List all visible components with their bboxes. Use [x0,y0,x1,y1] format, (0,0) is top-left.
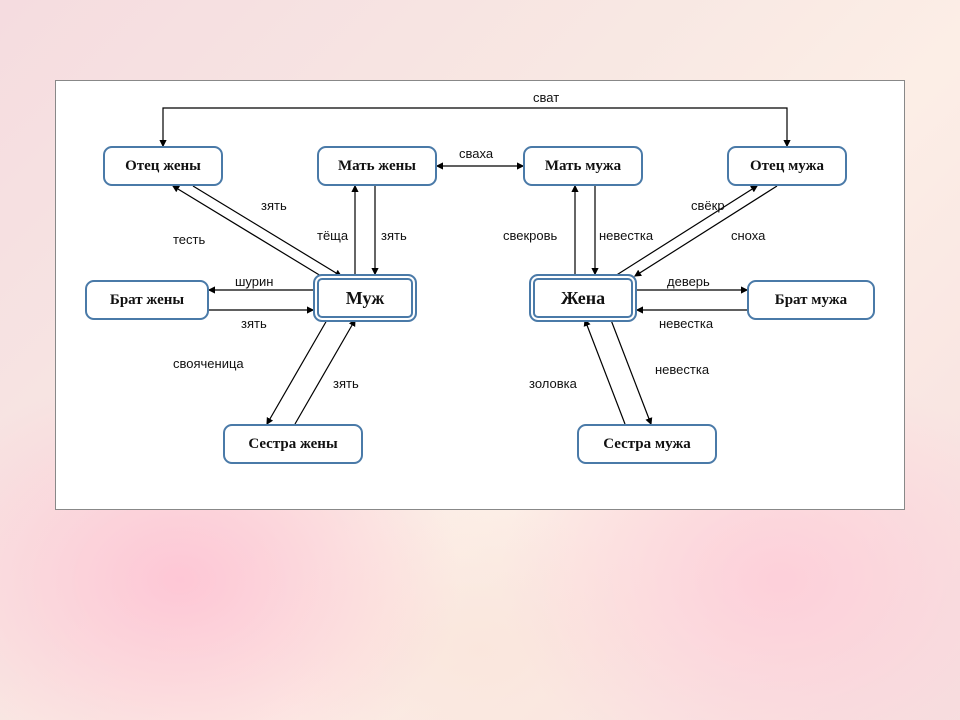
edge-nevestka_sh [611,320,651,424]
node-father_husb: Отец мужа [727,146,847,186]
edge-label-nevestka_mm: невестка [599,228,653,243]
edge-label-snokha: сноха [731,228,765,243]
node-sister_husb: Сестра мужа [577,424,717,464]
node-label: Муж [346,288,385,309]
edge-label-nevestka_sh: невестка [655,362,709,377]
node-label: Брат мужа [775,292,847,309]
edge-label-zyat_bw: зять [241,316,267,331]
node-father_wife: Отец жены [103,146,223,186]
node-label: Сестра жены [248,436,337,453]
edge-label-shurin: шурин [235,274,273,289]
node-sister_wife: Сестра жены [223,424,363,464]
diagram-panel: { "type": "network", "panel": { "x": 55,… [55,80,905,510]
node-label: Брат жены [110,292,184,309]
node-label: Мать жены [338,158,416,175]
edge-label-nevestka_bh: невестка [659,316,713,331]
node-mother_wife: Мать жены [317,146,437,186]
edge-label-zyat_mw: зять [381,228,407,243]
edge-zyat_sw [295,320,355,424]
node-mother_husb: Мать мужа [523,146,643,186]
node-husband: Муж [313,274,417,322]
edge-label-svekr: свёкр [691,198,725,213]
edge-label-svat: сват [533,90,559,105]
node-brother_wife: Брат жены [85,280,209,320]
node-label: Жена [561,288,605,309]
node-label: Сестра мужа [603,436,691,453]
background: { "type": "network", "panel": { "x": 55,… [0,0,960,720]
edge-label-zyat_fw: зять [261,198,287,213]
node-brother_husb: Брат мужа [747,280,875,320]
edge-svat [163,108,787,146]
edge-label-svakha: сваха [459,146,493,161]
node-label: Отец жены [125,158,201,175]
edge-label-zolovka: золовка [529,376,577,391]
edge-label-test: тесть [173,232,205,247]
edge-label-svekrov: свекровь [503,228,557,243]
edge-label-dever: деверь [667,274,710,289]
node-label: Мать мужа [545,158,621,175]
edge-label-tescha: тёща [317,228,348,243]
edge-label-zyat_sw: зять [333,376,359,391]
edge-label-svoyachenitsa: свояченица [173,356,244,371]
edge-svoyachenitsa [267,320,327,424]
edge-zolovka [585,320,625,424]
edge-test [173,186,321,276]
node-wife: Жена [529,274,637,322]
node-label: Отец мужа [750,158,824,175]
